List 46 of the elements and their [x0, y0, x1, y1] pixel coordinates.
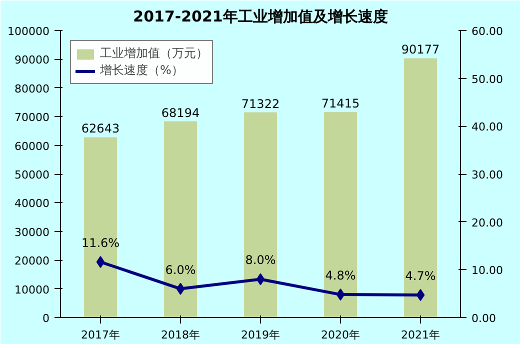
y2-tick-label: 50.00 — [472, 72, 503, 86]
data-label: 6.0% — [165, 262, 196, 277]
x-tick-label: 2020年 — [321, 328, 360, 342]
y-tick-label: 60000 — [14, 140, 50, 153]
point — [256, 273, 265, 286]
data-label: 4.7% — [405, 269, 436, 284]
y2-tick-label: 60.00 — [472, 25, 503, 38]
data-label: 8.0% — [245, 253, 276, 268]
y2-tick-label: 10.00 — [472, 264, 503, 278]
y-tick-label: 30000 — [14, 226, 50, 239]
y2-tick-label: 40.00 — [472, 120, 503, 134]
y2-tick-label: 0.00 — [472, 312, 496, 325]
point — [96, 256, 105, 268]
chart-title: 2017-2021年工业增加值及增长速度 — [133, 8, 388, 26]
bar — [324, 112, 357, 318]
data-label: 90177 — [401, 42, 440, 57]
data-label: 71415 — [321, 96, 360, 111]
point — [176, 282, 185, 295]
point — [336, 288, 345, 301]
y-tick-label: 90000 — [14, 54, 50, 67]
data-label: 11.6% — [81, 236, 120, 250]
data-label: 71322 — [241, 96, 280, 111]
y2-tick-label: 20.00 — [472, 216, 503, 230]
y2-tick-label: 30.00 — [472, 168, 503, 182]
legend-label: 工业增加值（万元） — [100, 45, 208, 62]
x-tick-label: 2021年 — [401, 328, 440, 342]
y-tick-label: 40000 — [14, 197, 50, 210]
y-tick-label: 20000 — [14, 254, 50, 268]
y-tick-label: 100000 — [8, 25, 50, 38]
x-tick-label: 2018年 — [161, 328, 200, 342]
point — [416, 289, 425, 302]
y-tick-label: 50000 — [14, 168, 50, 182]
y-tick-label: 10000 — [14, 283, 50, 296]
y-tick-label: 80000 — [14, 82, 50, 96]
y-tick-label: 0 — [42, 312, 50, 325]
bar — [404, 58, 437, 318]
bar — [244, 112, 277, 318]
x-tick-label: 2017年 — [81, 328, 120, 342]
x-tick-label: 2019年 — [241, 328, 280, 342]
y-tick-label: 70000 — [14, 111, 50, 124]
bar — [84, 137, 117, 318]
data-label: 68194 — [161, 106, 200, 120]
data-label: 62643 — [81, 122, 120, 136]
legend-label: 增长速度（%） — [100, 62, 184, 79]
data-label: 4.8% — [325, 268, 356, 283]
bar — [164, 121, 197, 318]
